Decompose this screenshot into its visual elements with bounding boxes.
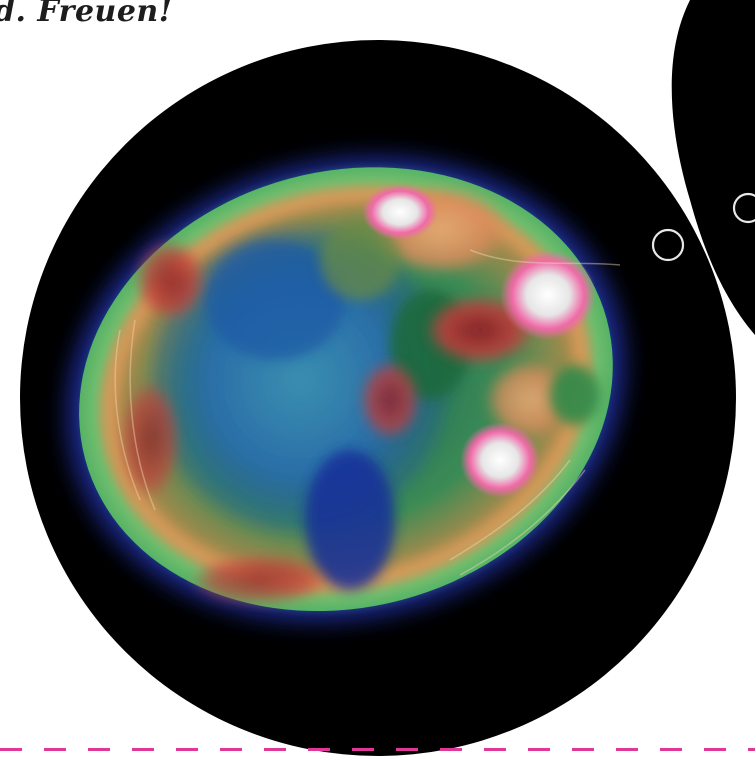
dark-blob-shape	[671, 0, 755, 335]
scan-texture	[114, 249, 621, 576]
decorative-ring	[651, 228, 685, 262]
headline: d. Freuen!	[0, 0, 173, 29]
dashed-divider	[0, 748, 755, 751]
hot-spots	[362, 184, 596, 498]
decorative-ring	[732, 192, 755, 224]
